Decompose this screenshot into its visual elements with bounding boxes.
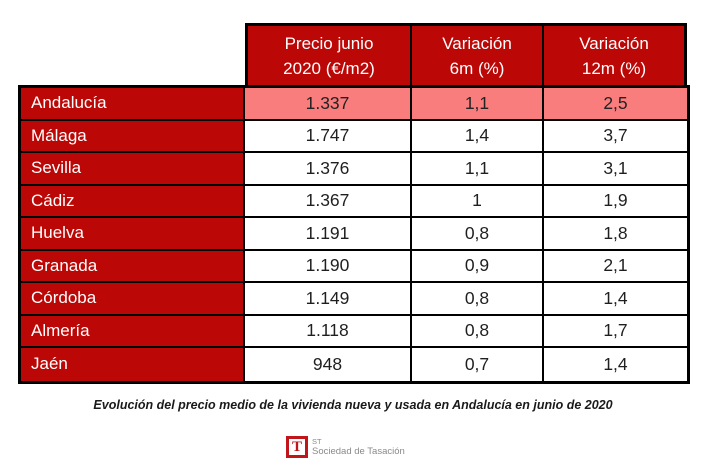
- column-header-precio: Precio junio 2020 (€/m2): [245, 23, 412, 85]
- variation-6m-cell: 0,8: [412, 218, 544, 249]
- variation-12m-cell: 2,1: [603, 255, 628, 276]
- column-header-variacion-12m-line2: 12m (%): [581, 59, 647, 78]
- variation-12m-cell: 1,8: [603, 222, 628, 243]
- variation-6m-cell: 1,1: [412, 153, 544, 184]
- column-header-variacion-6m-line2: 6m (%): [449, 59, 505, 78]
- logo-text: ST Sociedad de Tasación: [312, 436, 405, 458]
- table-row: Cádiz 1.367 1 1,9: [21, 185, 687, 218]
- price-cell: 1.376: [245, 153, 412, 184]
- table-row: Jaén 948 0,7 1,4: [21, 348, 687, 381]
- column-header-precio-line1: Precio junio: [284, 34, 374, 53]
- figure-caption: Evolución del precio medio de la viviend…: [93, 398, 613, 412]
- region-label-cell: Jaén: [21, 348, 245, 381]
- variation-12m-cell: 3,1: [603, 157, 628, 178]
- region-label-cell: Andalucía: [21, 88, 245, 119]
- column-header-variacion-6m-line1: Variación: [442, 34, 512, 53]
- table-row: Málaga 1.747 1,4 3,7: [21, 120, 687, 153]
- price-cell: 1.190: [245, 250, 412, 281]
- price-cell: 1.367: [245, 185, 412, 216]
- column-header-precio-line2: 2020 (€/m2): [283, 59, 375, 78]
- column-header-variacion-12m-line1: Variación: [579, 34, 649, 53]
- region-label-cell: Almería: [21, 315, 245, 346]
- variation-12m-cell: 3,7: [603, 125, 628, 146]
- variation-12m-cell: 1,4: [603, 287, 628, 308]
- table-row: Granada 1.190 0,9 2,1: [21, 250, 687, 283]
- variation-6m-cell: 1,4: [412, 120, 544, 151]
- price-cell: 1.149: [245, 283, 412, 314]
- table-body: Andalucía 1.337 1,1 2,5 Málaga 1.747 1,4…: [18, 85, 690, 384]
- logo-st-text: ST: [312, 437, 322, 446]
- price-table: Precio junio 2020 (€/m2) Variación 6m (%…: [18, 23, 690, 384]
- region-label-cell: Granada: [21, 250, 245, 281]
- column-header-variacion-12m: Variación 12m (%): [544, 23, 687, 85]
- variation-12m-cell: 1,9: [603, 190, 628, 211]
- price-cell: 1.118: [245, 315, 412, 346]
- sociedad-de-tasacion-logo: T ST Sociedad de Tasación: [286, 436, 405, 458]
- table-row: Sevilla 1.376 1,1 3,1: [21, 153, 687, 186]
- price-cell: 1.747: [245, 120, 412, 151]
- region-label-cell: Málaga: [21, 120, 245, 151]
- region-label-cell: Córdoba: [21, 283, 245, 314]
- variation-6m-cell: 1,1: [412, 88, 544, 119]
- table-row: Almería 1.118 0,8 1,7: [21, 315, 687, 348]
- table-row: Córdoba 1.149 0,8 1,4: [21, 283, 687, 316]
- variation-6m-cell: 0,8: [412, 283, 544, 314]
- variation-6m-cell: 0,8: [412, 315, 544, 346]
- variation-6m-cell: 1: [412, 185, 544, 216]
- price-cell: 1.337: [245, 88, 412, 119]
- region-label-cell: Cádiz: [21, 185, 245, 216]
- price-cell: 1.191: [245, 218, 412, 249]
- table-header-row: Precio junio 2020 (€/m2) Variación 6m (%…: [245, 23, 690, 85]
- price-cell: 948: [245, 348, 412, 381]
- variation-12m-cell: 1,4: [603, 353, 628, 374]
- column-header-variacion-6m: Variación 6m (%): [412, 23, 544, 85]
- table-row: Huelva 1.191 0,8 1,8: [21, 218, 687, 251]
- region-label-cell: Sevilla: [21, 153, 245, 184]
- region-label-cell: Huelva: [21, 218, 245, 249]
- variation-6m-cell: 0,9: [412, 250, 544, 281]
- st-logo-icon: T: [286, 436, 308, 458]
- variation-12m-cell: 2,5: [544, 88, 687, 119]
- variation-12m-cell: 1,7: [603, 320, 628, 341]
- table-row: Andalucía 1.337 1,1 2,5: [21, 88, 687, 121]
- logo-company-name: Sociedad de Tasación: [312, 446, 405, 457]
- variation-6m-cell: 0,7: [412, 348, 544, 381]
